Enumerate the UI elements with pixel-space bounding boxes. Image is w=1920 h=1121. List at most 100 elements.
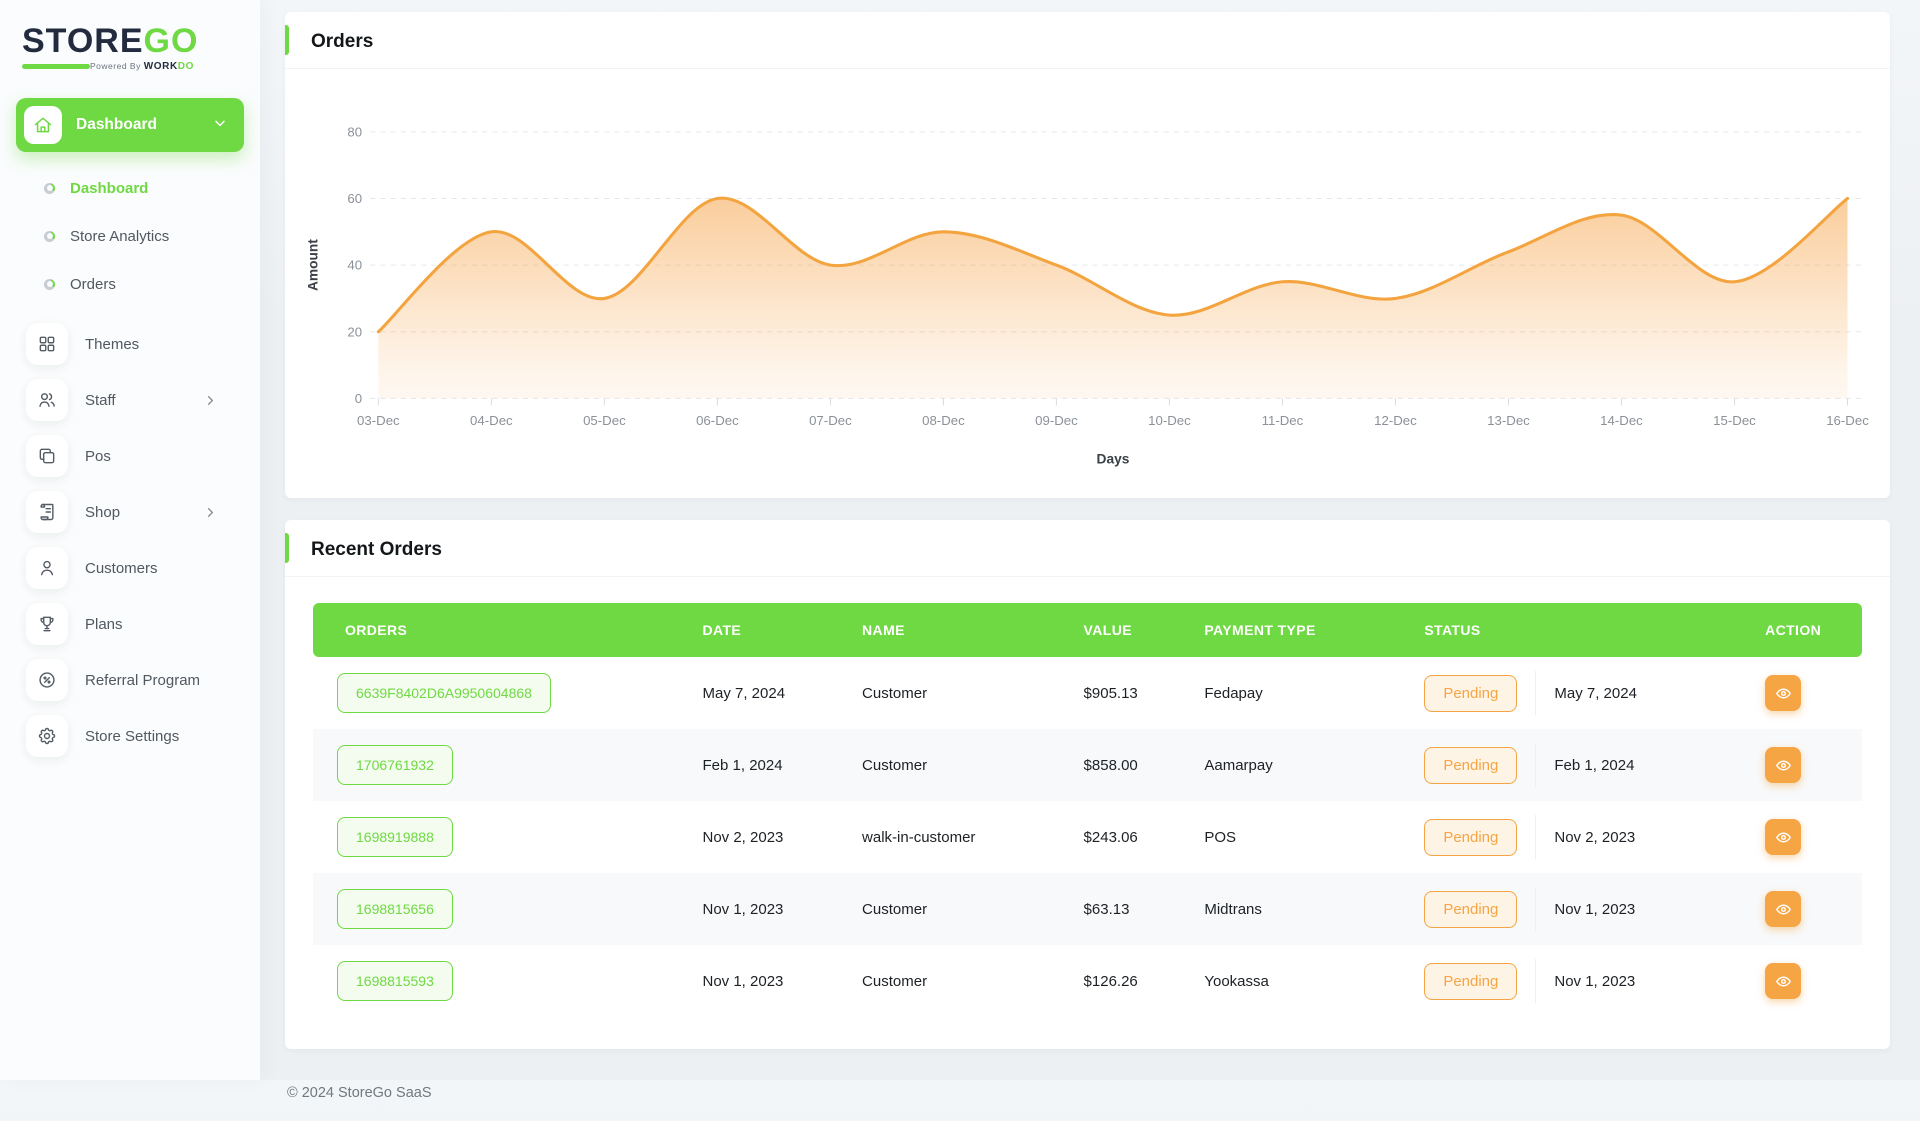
trophy-icon <box>26 603 68 645</box>
table-row: 6639F8402D6A9950604868 May 7, 2024 Custo… <box>313 657 1862 729</box>
recent-orders-table-container: ORDERS DATE NAME VALUE PAYMENT TYPE STAT… <box>285 577 1890 1049</box>
sidebar: STOREGO Powered By WORKDO Dashboard Dash… <box>0 0 260 1080</box>
order-value-cell: $243.06 <box>1083 828 1138 846</box>
order-name-cell: Customer <box>862 972 928 990</box>
view-order-button[interactable] <box>1765 747 1802 783</box>
order-date-cell: Nov 2, 2023 <box>702 828 784 846</box>
orders-area-chart: 0 20 40 60 80 03-Dec 04-Dec 05-Dec 06-Dec 07-Dec 0… <box>305 124 1869 466</box>
sidebar-item-staff[interactable]: Staff <box>16 372 244 428</box>
sidebar-group-dashboard[interactable]: Dashboard <box>16 98 244 152</box>
svg-text:04-Dec: 04-Dec <box>470 413 513 428</box>
main-content: Orders 0 20 40 60 80 03-Dec 04-Dec 05-Dec 06-Dec… <box>260 0 1920 1101</box>
pos-icon <box>26 435 68 477</box>
order-id-badge[interactable]: 1706761932 <box>337 745 453 785</box>
user-icon <box>26 547 68 589</box>
table-row: 1698919888 Nov 2, 2023 walk-in-customer … <box>313 801 1862 873</box>
status-badge: Pending <box>1424 746 1518 784</box>
sidebar-item-customers[interactable]: Customers <box>16 540 244 596</box>
svg-text:60: 60 <box>347 191 362 206</box>
svg-text:40: 40 <box>347 258 362 273</box>
svg-text:12-Dec: 12-Dec <box>1374 413 1417 428</box>
sidebar-item-pos[interactable]: Pos <box>16 428 244 484</box>
order-payment-type-cell: Fedapay <box>1204 684 1263 702</box>
status-divider <box>1535 887 1537 931</box>
column-header-payment-type: PAYMENT TYPE <box>1194 603 1415 657</box>
order-id-badge[interactable]: 1698815656 <box>337 889 453 929</box>
brand-logo[interactable]: STOREGO Powered By WORKDO <box>16 18 244 72</box>
status-badge: Pending <box>1424 962 1518 1000</box>
sidebar-item-store-settings[interactable]: Store Settings <box>16 708 244 764</box>
svg-text:80: 80 <box>347 124 362 139</box>
bullet-icon <box>44 230 55 242</box>
logo-underline <box>22 64 91 69</box>
status-divider <box>1535 815 1537 859</box>
svg-text:20: 20 <box>347 324 362 339</box>
order-name-cell: walk-in-customer <box>862 828 976 846</box>
orders-card-header: Orders <box>285 12 1890 69</box>
sidebar-item-plans[interactable]: Plans <box>16 596 244 652</box>
svg-text:13-Dec: 13-Dec <box>1487 413 1530 428</box>
svg-text:10-Dec: 10-Dec <box>1148 413 1191 428</box>
order-date-cell: Nov 1, 2023 <box>702 900 784 918</box>
sidebar-item-shop[interactable]: Shop <box>16 484 244 540</box>
order-payment-type-cell: Yookassa <box>1204 972 1269 990</box>
view-order-button[interactable] <box>1765 963 1802 999</box>
svg-text:09-Dec: 09-Dec <box>1035 413 1078 428</box>
order-id-badge[interactable]: 1698815593 <box>337 961 453 1001</box>
sidebar-subnav: Dashboard Store Analytics Orders <box>16 164 244 308</box>
view-order-button[interactable] <box>1765 891 1802 927</box>
order-payment-type-cell: POS <box>1204 828 1237 846</box>
status-badge: Pending <box>1424 674 1518 712</box>
view-order-button[interactable] <box>1765 675 1802 711</box>
home-icon <box>24 106 62 144</box>
order-date-cell: Nov 1, 2023 <box>702 972 784 990</box>
svg-text:05-Dec: 05-Dec <box>583 413 626 428</box>
svg-text:15-Dec: 15-Dec <box>1713 413 1756 428</box>
table-row: 1698815593 Nov 1, 2023 Customer $126.26 … <box>313 945 1862 1017</box>
order-name-cell: Customer <box>862 900 928 918</box>
svg-text:0: 0 <box>355 391 362 406</box>
status-date: Nov 1, 2023 <box>1554 972 1636 990</box>
column-header-date: DATE <box>692 603 853 657</box>
brand-tagline: Powered By WORKDO <box>90 61 194 72</box>
svg-text:06-Dec: 06-Dec <box>696 413 739 428</box>
svg-text:16-Dec: 16-Dec <box>1826 413 1869 428</box>
chevron-down-icon <box>212 115 228 136</box>
recent-orders-card: Recent Orders ORDERS DATE NAME VALUE <box>285 520 1890 1049</box>
sidebar-subitem-dashboard[interactable]: Dashboard <box>16 164 244 212</box>
sidebar-subitem-orders[interactable]: Orders <box>16 260 244 308</box>
sidebar-item-referral-program[interactable]: Referral Program <box>16 652 244 708</box>
recent-orders-table: ORDERS DATE NAME VALUE PAYMENT TYPE STAT… <box>313 603 1862 1017</box>
status-date: Nov 1, 2023 <box>1554 900 1636 918</box>
status-divider <box>1535 959 1537 1003</box>
sidebar-group-label: Dashboard <box>76 116 157 133</box>
order-id-badge[interactable]: 1698919888 <box>337 817 453 857</box>
footer-copyright: © 2024 StoreGo SaaS <box>287 1085 432 1101</box>
card-accent-bar <box>285 25 289 55</box>
chevron-right-icon <box>203 505 218 520</box>
svg-text:03-Dec: 03-Dec <box>357 413 400 428</box>
order-date-cell: Feb 1, 2024 <box>702 756 783 774</box>
sidebar-subitem-store-analytics[interactable]: Store Analytics <box>16 212 244 260</box>
svg-text:11-Dec: 11-Dec <box>1262 413 1304 428</box>
order-payment-type-cell: Aamarpay <box>1204 756 1273 774</box>
column-header-action: ACTION <box>1755 603 1862 657</box>
card-accent-bar <box>285 533 289 563</box>
column-header-status: STATUS <box>1414 603 1756 657</box>
status-divider <box>1535 671 1537 715</box>
status-badge: Pending <box>1424 818 1518 856</box>
svg-text:07-Dec: 07-Dec <box>809 413 852 428</box>
orders-card-title: Orders <box>311 31 374 52</box>
view-order-button[interactable] <box>1765 819 1802 855</box>
table-header-row: ORDERS DATE NAME VALUE PAYMENT TYPE STAT… <box>313 603 1862 657</box>
status-date: Feb 1, 2024 <box>1554 756 1635 774</box>
sidebar-nav: Themes Staff Pos Shop Customers Plans Referral… <box>16 316 244 764</box>
bullet-icon <box>44 182 55 194</box>
order-name-cell: Customer <box>862 756 928 774</box>
grid-icon <box>26 323 68 365</box>
sidebar-item-themes[interactable]: Themes <box>16 316 244 372</box>
order-id-badge[interactable]: 6639F8402D6A9950604868 <box>337 673 551 713</box>
status-date: Nov 2, 2023 <box>1554 828 1636 846</box>
order-payment-type-cell: Midtrans <box>1204 900 1262 918</box>
